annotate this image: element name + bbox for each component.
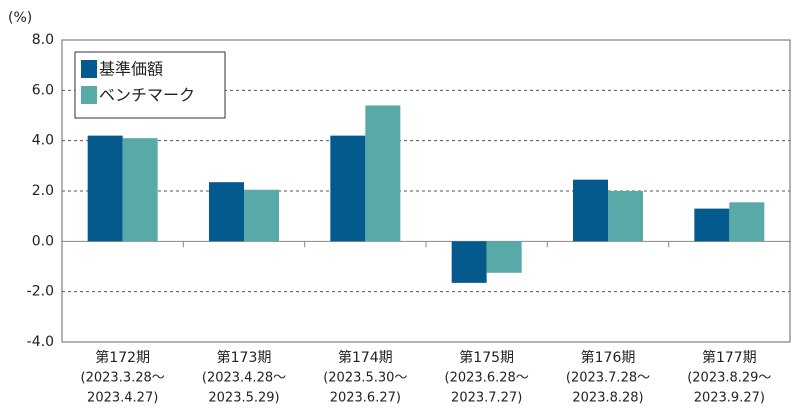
x-tick-label: 第172期 xyxy=(95,349,150,366)
legend-label: 基準価額 xyxy=(99,60,163,79)
y-unit-label: (%) xyxy=(8,10,32,26)
y-tick-label: 2.0 xyxy=(32,183,54,199)
x-tick-sublabel: (2023.6.28〜 xyxy=(445,371,529,386)
y-tick-label: 6.0 xyxy=(32,82,54,98)
x-tick-sublabel: 2023.5.29) xyxy=(208,391,279,406)
plot-frame xyxy=(61,39,791,343)
y-tick-label: -4.0 xyxy=(27,334,54,350)
x-tick-sublabel: (2023.3.28〜 xyxy=(81,371,165,386)
bar xyxy=(122,138,158,242)
y-tick-label: 4.0 xyxy=(32,133,54,149)
x-tick-sublabel: (2023.4.28〜 xyxy=(202,371,286,386)
bar xyxy=(694,208,730,242)
legend-swatch xyxy=(81,86,97,104)
bar xyxy=(486,241,522,273)
bar xyxy=(451,241,487,283)
legend-swatch xyxy=(81,60,97,78)
legend-label: ベンチマーク xyxy=(99,86,195,105)
y-tick-label: 0.0 xyxy=(32,233,54,249)
x-tick-sublabel: (2023.8.29〜 xyxy=(687,371,771,386)
y-tick-label: 8.0 xyxy=(32,32,54,48)
x-tick-sublabel: (2023.5.30〜 xyxy=(323,371,407,386)
x-tick-label: 第174期 xyxy=(338,349,393,366)
bar xyxy=(87,135,123,242)
x-tick-sublabel: 2023.4.27) xyxy=(87,391,158,406)
bar xyxy=(573,179,608,242)
x-tick-label: 第177期 xyxy=(702,349,757,366)
x-tick-label: 第175期 xyxy=(459,349,514,366)
bar xyxy=(365,105,401,242)
x-tick-sublabel: 2023.7.27) xyxy=(451,391,522,406)
x-tick-sublabel: 2023.9.27) xyxy=(694,391,765,406)
x-tick-sublabel: 2023.6.27) xyxy=(330,391,401,406)
legend-box xyxy=(74,51,226,119)
x-tick-sublabel: 2023.8.28) xyxy=(572,391,643,406)
bar xyxy=(608,191,643,242)
bar xyxy=(244,189,279,242)
x-tick-label: 第173期 xyxy=(217,349,272,366)
bar xyxy=(729,202,765,242)
y-tick-label: -2.0 xyxy=(27,284,54,300)
x-tick-label: 第176期 xyxy=(581,349,636,366)
x-tick-sublabel: (2023.7.28〜 xyxy=(566,371,650,386)
bar xyxy=(330,135,366,242)
bar xyxy=(209,182,244,242)
